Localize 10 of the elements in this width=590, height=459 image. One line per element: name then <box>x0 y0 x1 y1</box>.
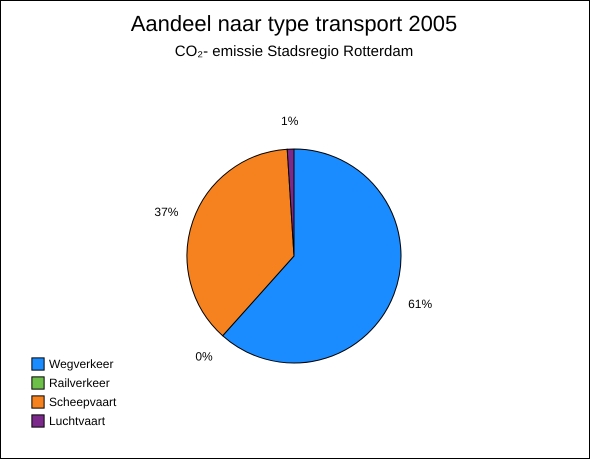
text: 0% <box>195 350 213 364</box>
chart-title: Aandeel naar type transport 2005 <box>130 11 458 36</box>
legend-label: Scheepvaart <box>49 395 118 409</box>
legend-label: Wegverkeer <box>49 357 114 371</box>
chart-subtitle: CO₂- emissie Stadsregio Rotterdam <box>174 43 414 60</box>
data-label: 37% <box>154 204 179 219</box>
data-label: 1% <box>281 114 299 128</box>
data-label: 61% <box>408 297 432 312</box>
legend-label: Railverkeer <box>49 376 110 390</box>
legend-label: Luchtvaart <box>49 414 106 428</box>
